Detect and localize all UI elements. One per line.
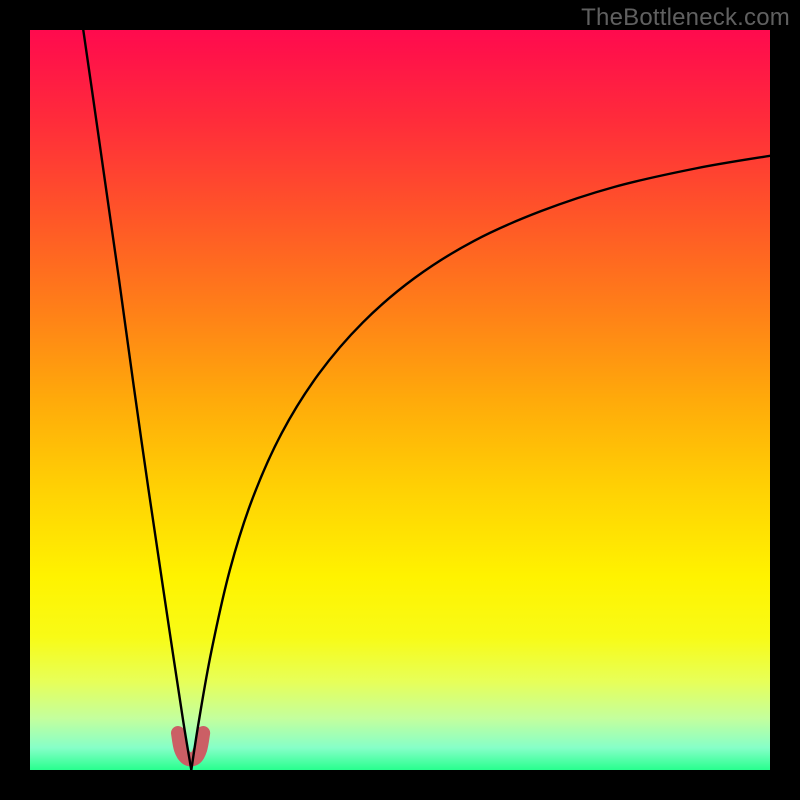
- gradient-background: [30, 30, 770, 770]
- bottleneck-chart: [30, 30, 770, 770]
- chart-frame: TheBottleneck.com: [0, 0, 800, 800]
- watermark-text: TheBottleneck.com: [581, 4, 790, 32]
- plot-area: [30, 30, 770, 770]
